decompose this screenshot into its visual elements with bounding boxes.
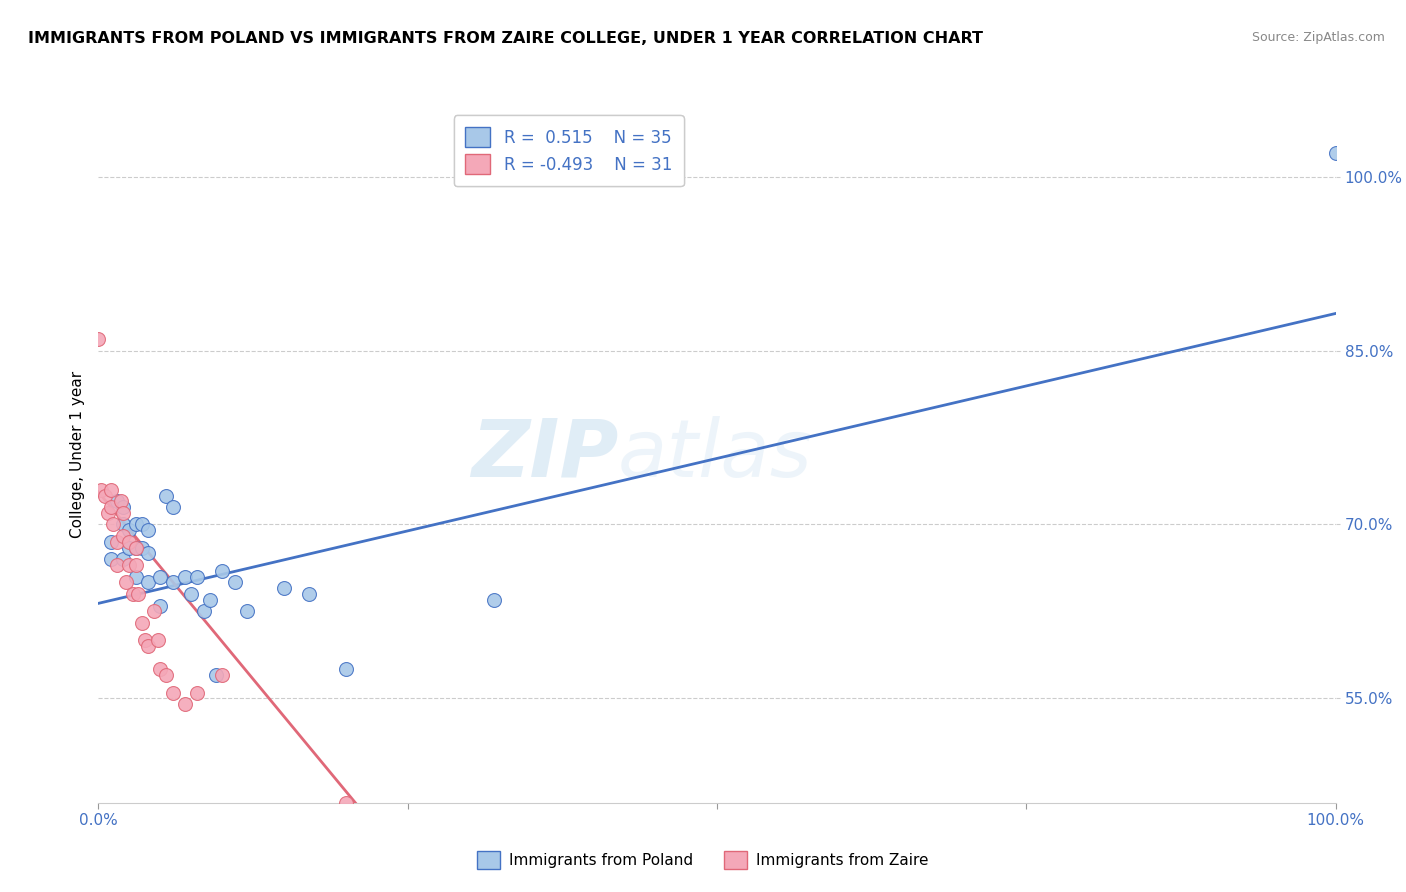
Point — [87, 332, 110, 346]
Point — [211, 564, 233, 578]
Point — [298, 587, 321, 601]
Point — [100, 552, 122, 566]
Point — [131, 517, 153, 532]
Point — [162, 685, 184, 699]
Point — [211, 668, 233, 682]
Point — [124, 517, 146, 532]
Point — [335, 663, 357, 677]
Point — [180, 587, 202, 601]
Point — [118, 558, 141, 573]
Point — [131, 541, 153, 555]
Point — [136, 575, 159, 590]
Point — [149, 599, 172, 613]
Point — [112, 506, 135, 520]
Point — [97, 506, 120, 520]
Point — [193, 605, 215, 619]
Point — [118, 541, 141, 555]
Point — [122, 587, 145, 601]
Point — [136, 546, 159, 560]
Text: IMMIGRANTS FROM POLAND VS IMMIGRANTS FROM ZAIRE COLLEGE, UNDER 1 YEAR CORRELATIO: IMMIGRANTS FROM POLAND VS IMMIGRANTS FRO… — [28, 31, 983, 46]
Point — [131, 616, 153, 631]
Point — [136, 640, 159, 654]
Point — [105, 494, 128, 508]
Point — [90, 483, 112, 497]
Legend: R =  0.515    N = 35, R = -0.493    N = 31: R = 0.515 N = 35, R = -0.493 N = 31 — [454, 115, 683, 186]
Point — [124, 541, 146, 555]
Point — [146, 633, 169, 648]
Point — [136, 523, 159, 537]
Point — [484, 592, 506, 607]
Point — [124, 569, 146, 583]
Point — [162, 575, 184, 590]
Point — [186, 569, 208, 583]
Point — [112, 529, 135, 543]
Point — [100, 483, 122, 497]
Point — [110, 494, 132, 508]
Point — [224, 575, 246, 590]
Point — [112, 552, 135, 566]
Point — [155, 489, 177, 503]
Point — [162, 500, 184, 514]
Point — [273, 582, 295, 596]
Point — [103, 517, 125, 532]
Point — [112, 517, 135, 532]
Point — [149, 569, 172, 583]
Point — [134, 633, 156, 648]
Point — [1324, 146, 1347, 161]
Point — [105, 534, 128, 549]
Y-axis label: College, Under 1 year: College, Under 1 year — [69, 371, 84, 539]
Point — [236, 605, 259, 619]
Point — [174, 569, 197, 583]
Point — [105, 558, 128, 573]
Point — [118, 534, 141, 549]
Point — [335, 796, 357, 810]
Text: atlas: atlas — [619, 416, 813, 494]
Point — [124, 558, 146, 573]
Text: Source: ZipAtlas.com: Source: ZipAtlas.com — [1251, 31, 1385, 45]
Point — [149, 663, 172, 677]
Text: ZIP: ZIP — [471, 416, 619, 494]
Point — [205, 668, 228, 682]
Point — [100, 500, 122, 514]
Point — [93, 489, 115, 503]
Point — [118, 523, 141, 537]
Point — [155, 668, 177, 682]
Point — [174, 698, 197, 712]
Point — [186, 685, 208, 699]
Point — [127, 587, 149, 601]
Point — [124, 541, 146, 555]
Legend: Immigrants from Poland, Immigrants from Zaire: Immigrants from Poland, Immigrants from … — [471, 845, 935, 875]
Point — [114, 575, 136, 590]
Point — [112, 500, 135, 514]
Point — [100, 534, 122, 549]
Point — [143, 605, 166, 619]
Point — [198, 592, 221, 607]
